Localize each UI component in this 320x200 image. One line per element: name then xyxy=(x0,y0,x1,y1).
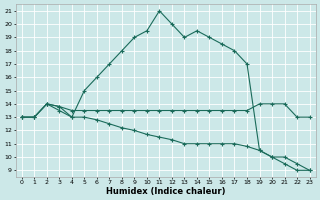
X-axis label: Humidex (Indice chaleur): Humidex (Indice chaleur) xyxy=(106,187,225,196)
